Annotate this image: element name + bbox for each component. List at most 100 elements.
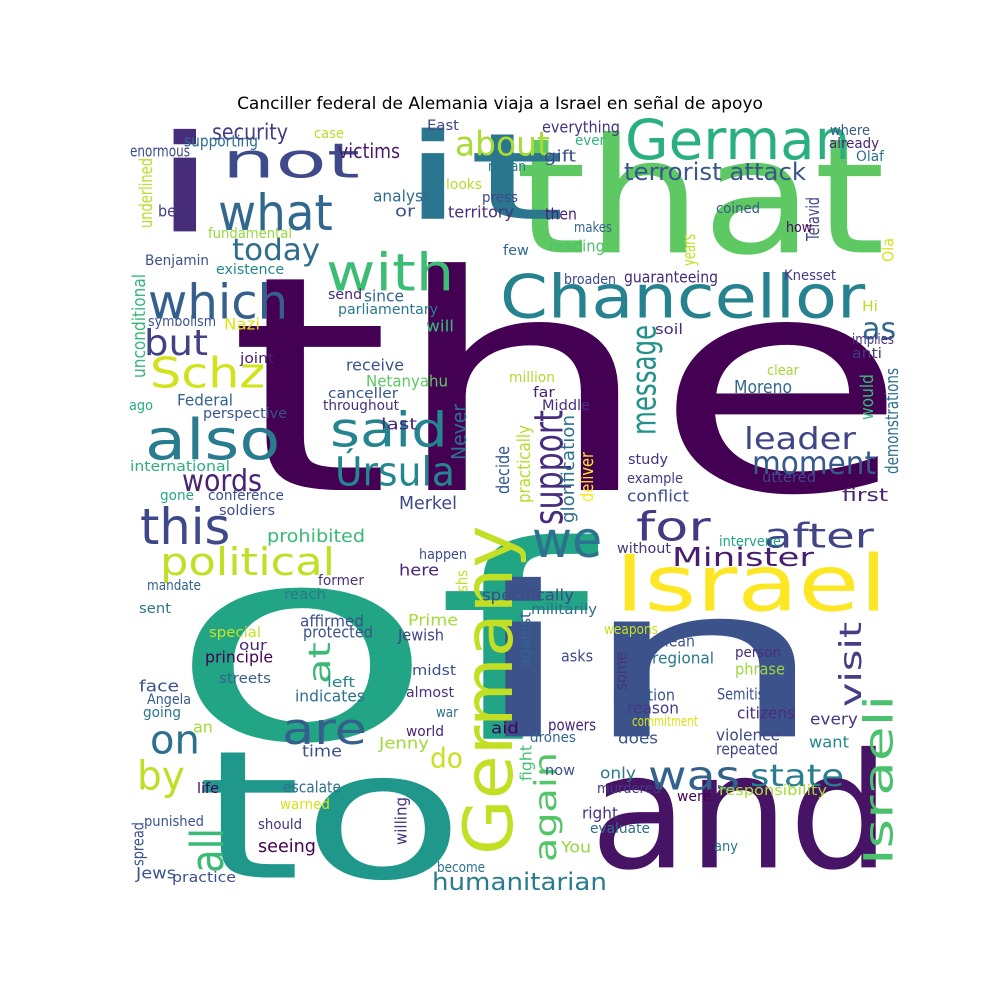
word-parliamentary: parliamentary (338, 300, 438, 318)
word-ago: ago (129, 396, 153, 414)
word-evaluate: evaluate (590, 819, 651, 837)
word-conference: conference (208, 486, 284, 504)
word-merkel: Merkel (399, 492, 457, 514)
word-an: an (193, 717, 213, 737)
word-want: want (809, 732, 849, 752)
word-nazi: Nazi (224, 314, 261, 334)
word-implies: implies (852, 330, 894, 348)
word-benjamin: Benjamin (145, 251, 210, 269)
word-unconditional: unconditional (128, 273, 150, 378)
word-almost: almost (406, 683, 454, 701)
word-and: and (590, 718, 891, 906)
word-chancellor: Chancellor (500, 261, 866, 332)
word-soil: soil (655, 320, 683, 338)
word-where: where (830, 121, 871, 139)
word-netanyahu: Netanyahu (366, 371, 449, 391)
word-former: former (318, 571, 364, 589)
word-conflict: conflict (627, 486, 689, 506)
word-fight: fight (516, 744, 536, 781)
word-broaden: broaden (564, 270, 617, 288)
word-should: should (258, 815, 303, 833)
word-left: left (327, 673, 355, 691)
word-political: political (160, 539, 336, 585)
word-our: our (239, 636, 267, 654)
word-few: few (503, 241, 529, 259)
word-that: that (515, 103, 886, 291)
word-enormous: enormous (130, 141, 190, 161)
word-going: going (143, 703, 182, 721)
word-ever: ever (575, 131, 606, 149)
word-only: only (600, 763, 636, 783)
word-analyst: analyst (373, 186, 430, 206)
word-would: would (856, 374, 878, 420)
word-on: on (150, 716, 200, 764)
word-coined: coined (716, 199, 761, 217)
word-punished: punished (144, 812, 204, 830)
word-how: how (786, 218, 813, 236)
word-asks: asks (561, 646, 594, 666)
word-right: right (582, 803, 618, 823)
word-supporting: supporting (184, 131, 258, 151)
word-german: German (625, 108, 851, 173)
word-midst: midst (412, 661, 456, 679)
word-victims: victims (338, 139, 401, 163)
word-minister: Minister (672, 541, 815, 573)
word-everything: everything (542, 117, 620, 137)
word-moment: moment (752, 444, 877, 482)
word-anti: anti (852, 344, 882, 362)
word-warned: warned (280, 795, 330, 813)
word-for: for (636, 503, 711, 551)
word-soldiers: soldiers (219, 501, 276, 519)
word-protected: protected (303, 622, 373, 642)
word-also: also (145, 406, 281, 473)
word-clear: clear (767, 361, 799, 379)
word-time: time (302, 741, 342, 761)
word-every: every (810, 709, 858, 729)
word-drones: drones (530, 728, 576, 746)
word-but: but (144, 321, 209, 364)
word-gift: gift (544, 146, 576, 166)
word-war: war (436, 703, 459, 721)
word-against: against (515, 612, 535, 668)
word-press: press (482, 188, 519, 206)
word-moreno: Moreno (734, 376, 793, 398)
word-become: become (437, 858, 486, 876)
word-violence: violence (716, 725, 781, 745)
word-as: as (862, 311, 897, 347)
word-study: study (628, 450, 669, 468)
word-world: world (406, 722, 445, 740)
word-about: about (455, 123, 550, 164)
word-israeli: Israeli (855, 694, 903, 865)
word-today: today (232, 232, 321, 268)
word-with: with (326, 242, 455, 304)
word-face: face (139, 676, 179, 696)
word-specifically: specifically (482, 585, 574, 605)
word-spread: spread (128, 822, 148, 866)
page-title: Canciller federal de Alemania viaja a Is… (237, 94, 763, 114)
word-willing: willing (391, 797, 411, 845)
word-úrsula: Úrsula (335, 448, 455, 496)
word-mean: mean (655, 631, 695, 651)
word-or: or (395, 201, 416, 221)
word-said: said (330, 401, 448, 458)
word-sent: sent (139, 599, 172, 617)
word-gone: gone (160, 486, 194, 504)
word-powers: powers (548, 715, 597, 735)
word-after: after (764, 515, 874, 556)
word-aid: aid (491, 718, 519, 738)
word-which: which (148, 273, 289, 330)
word-glorification: glorification (557, 414, 579, 523)
word-olaf: Olaf (856, 147, 884, 165)
word-in: in (468, 541, 829, 787)
word-to: to (196, 711, 466, 921)
word-reading: reading (549, 236, 605, 256)
word-any: any (714, 837, 738, 855)
word-east: East (427, 116, 459, 134)
word-escalate: escalate (283, 777, 341, 797)
word-the: the (228, 211, 909, 562)
word-question: question (613, 685, 676, 705)
word-all: all (180, 828, 234, 873)
word-israel: Israel (615, 537, 888, 630)
word-militarily: militarily (531, 600, 598, 618)
word-was: was (648, 752, 741, 800)
